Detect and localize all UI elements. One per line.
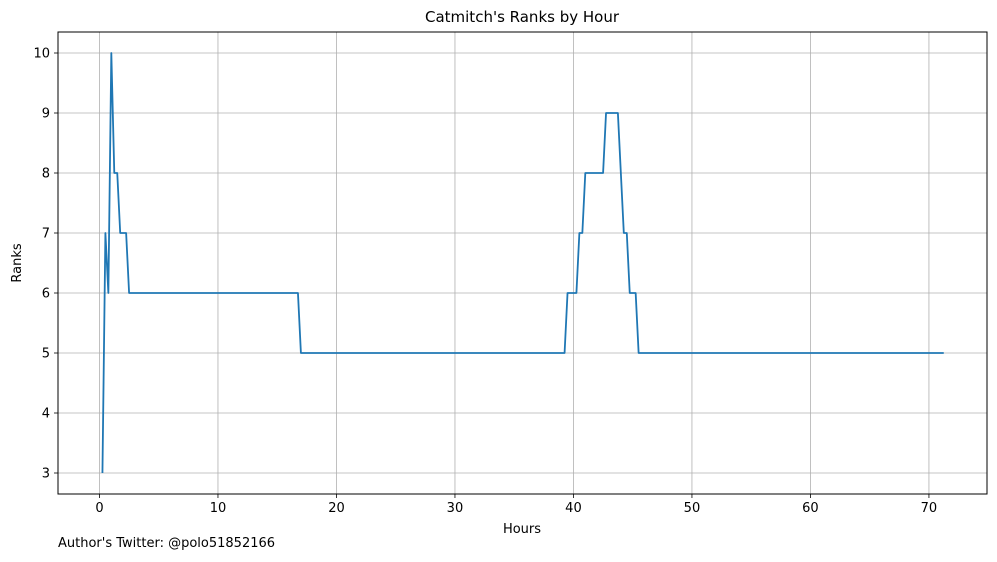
y-tick-label: 9 <box>42 107 50 122</box>
x-tick-label: 0 <box>95 501 103 516</box>
author-credit: Author's Twitter: @polo51852166 <box>58 536 276 551</box>
x-tick-label: 50 <box>684 501 701 516</box>
x-tick-label: 60 <box>802 501 819 516</box>
x-axis-label: Hours <box>503 522 541 537</box>
y-tick-label: 10 <box>33 47 50 62</box>
axis-ticks: 0 10 20 30 40 50 60 70 3 4 5 6 7 8 9 10 <box>33 47 937 517</box>
x-tick-label: 10 <box>210 501 227 516</box>
rank-series-line <box>101 52 944 474</box>
y-tick-label: 5 <box>42 347 50 362</box>
y-tick-label: 3 <box>42 467 50 482</box>
y-axis-label: Ranks <box>10 243 25 282</box>
y-tick-label: 4 <box>42 407 50 422</box>
x-tick-label: 70 <box>921 501 938 516</box>
x-tick-label: 40 <box>565 501 582 516</box>
y-tick-label: 7 <box>42 227 50 242</box>
y-tick-label: 6 <box>42 287 50 302</box>
chart-title: Catmitch's Ranks by Hour <box>425 8 620 26</box>
y-tick-label: 8 <box>42 167 50 182</box>
plot-frame <box>57 31 988 495</box>
x-tick-label: 30 <box>447 501 464 516</box>
x-tick-label: 20 <box>328 501 345 516</box>
plot-area <box>58 32 987 494</box>
series-group <box>101 52 944 474</box>
